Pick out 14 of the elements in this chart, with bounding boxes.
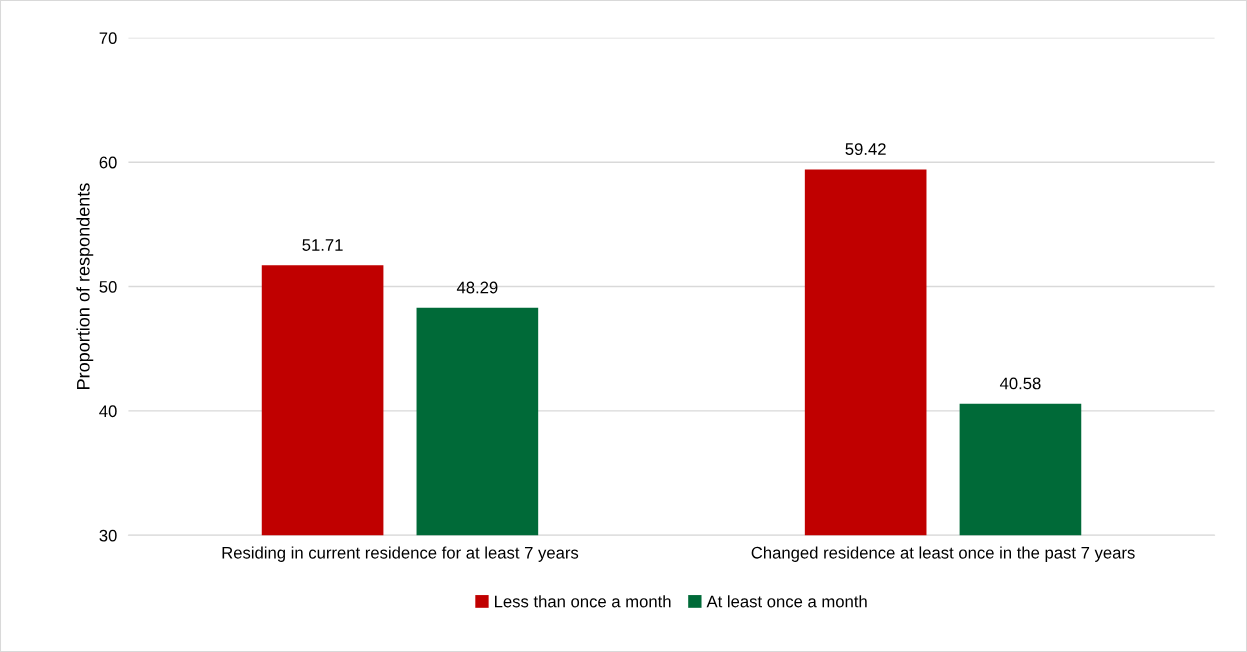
data-label: 40.58 — [999, 377, 1041, 390]
data-label: 59.42 — [845, 143, 886, 155]
x-tick-label: Residing in current residence for at least 7 years — [222, 546, 579, 562]
y-tick-label: 60 — [99, 156, 117, 169]
x-tick-label: Changed residence at least once in the past 7 years — [751, 546, 1135, 562]
y-tick-label: 40 — [99, 405, 117, 418]
y-tick-label: 30 — [99, 529, 117, 542]
y-axis-title: Proportion of respondents — [76, 183, 94, 389]
y-tick-label: 50 — [99, 280, 117, 293]
y-tick-label: 70 — [99, 32, 117, 45]
data-label: 51.71 — [302, 239, 343, 251]
legend-label: At least once a month — [706, 595, 867, 608]
data-label: 48.29 — [456, 281, 498, 294]
legend-label: Less than once a month — [495, 595, 671, 608]
